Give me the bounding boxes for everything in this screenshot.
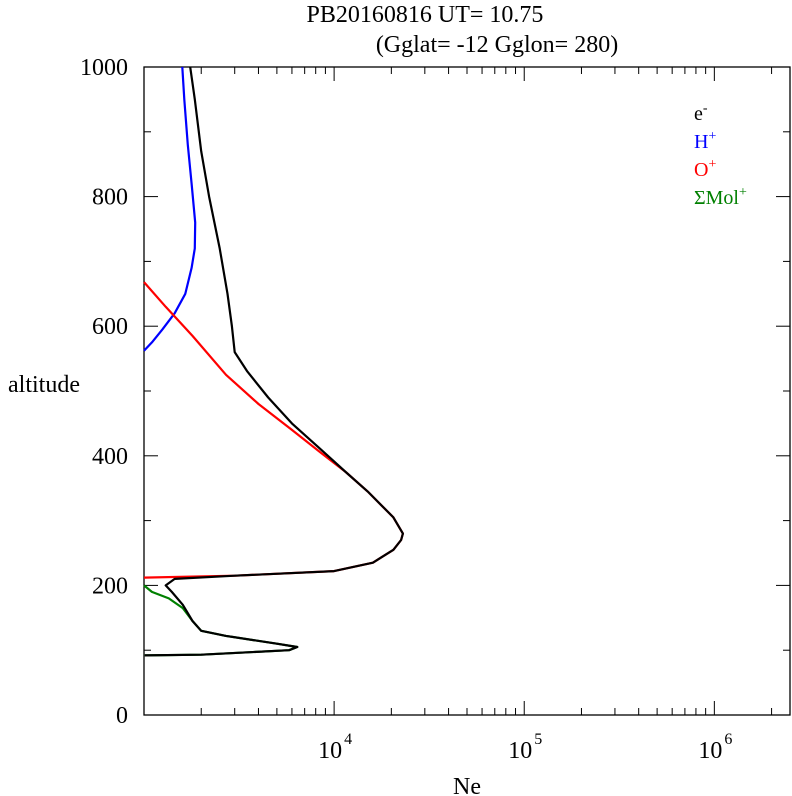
x-axis-label: Ne bbox=[453, 774, 481, 796]
axis-ticks bbox=[143, 66, 790, 716]
series-lines bbox=[143, 66, 404, 657]
y-tick-label: 200 bbox=[92, 573, 128, 599]
x-tick-label-exponent: 6 bbox=[724, 731, 732, 748]
x-tick-label: 10 bbox=[698, 738, 722, 764]
x-tick-label: 10 bbox=[318, 738, 342, 764]
series-line-3 bbox=[143, 584, 299, 657]
legend-entry: ΣMol+ bbox=[694, 185, 747, 209]
y-tick-label: 800 bbox=[92, 185, 128, 211]
x-tick-label-exponent: 5 bbox=[534, 731, 542, 748]
y-tick-labels: 0 200 400 600 800 1000 bbox=[80, 55, 128, 729]
legend: e- H+ O+ ΣMol+ bbox=[694, 101, 747, 209]
y-tick-label: 400 bbox=[92, 444, 128, 470]
y-tick-label: 0 bbox=[116, 703, 128, 729]
series-line-0 bbox=[144, 66, 404, 657]
legend-entry: e- bbox=[694, 101, 708, 125]
x-tick-labels: 10 4 10 5 10 6 bbox=[318, 731, 732, 764]
y-tick-label: 1000 bbox=[80, 55, 128, 81]
x-tick-label: 10 bbox=[508, 738, 532, 764]
legend-entry: H+ bbox=[694, 129, 716, 153]
x-tick-label-exponent: 4 bbox=[344, 731, 352, 748]
series-line-1 bbox=[143, 66, 197, 352]
y-axis-label: altitude bbox=[8, 372, 80, 398]
series-line-2 bbox=[143, 281, 404, 579]
y-tick-label: 600 bbox=[92, 314, 128, 340]
chart-title: PB20160816 UT= 10.75 bbox=[307, 2, 544, 28]
legend-entry: O+ bbox=[694, 157, 716, 181]
chart-subtitle: (Gglat= -12 Gglon= 280) bbox=[376, 32, 618, 58]
